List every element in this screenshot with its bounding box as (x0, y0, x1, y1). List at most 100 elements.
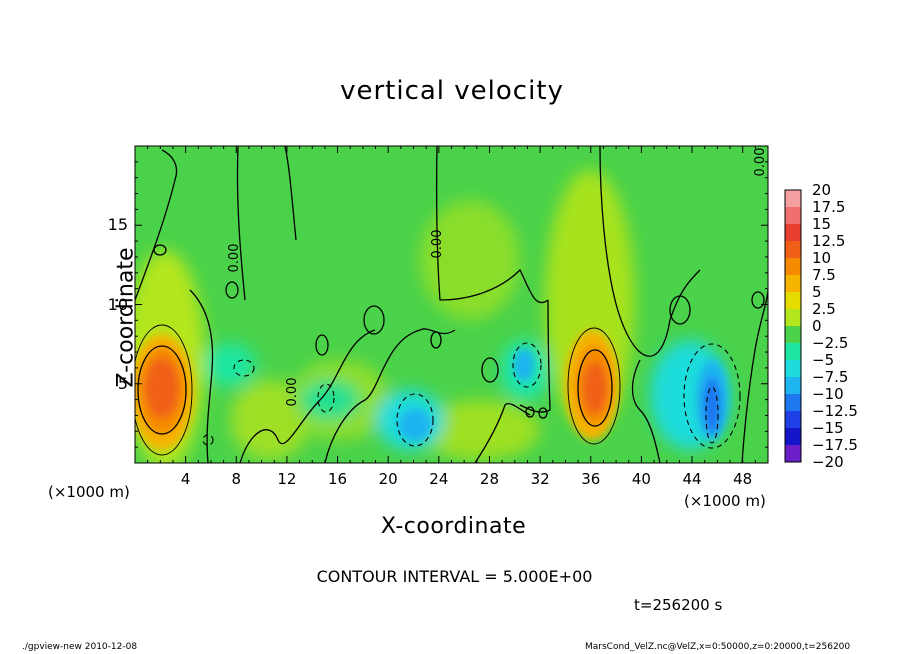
contour-loop (225, 281, 239, 299)
contour-line (631, 359, 661, 463)
x-tick-label: 44 (682, 470, 702, 488)
x-tick-label: 8 (231, 470, 242, 488)
colorbar-tick-label: 20 (812, 181, 832, 199)
colorbar-tick-label: −10 (812, 385, 844, 403)
x-unit-label-right: (×1000 m) (684, 492, 766, 510)
colorbar-swatch (785, 326, 801, 343)
updraft-core (583, 362, 607, 414)
y-tick-label: 10 (107, 294, 128, 314)
negative-contour (683, 343, 741, 449)
contour-labels: 0.00 0.00 0.00 0.00 (227, 148, 768, 407)
colorbar-tick-label: 0 (812, 317, 822, 335)
colorbar-tick-label: −15 (812, 419, 844, 437)
x-tick-label: 24 (429, 470, 449, 488)
contour-line (239, 329, 376, 463)
contour-lines (135, 146, 768, 463)
colorbar-tick-label: −2.5 (812, 334, 849, 352)
y-axis-ticks (135, 161, 768, 448)
contour-line (284, 146, 297, 241)
contour-loop (430, 331, 442, 349)
time-label: t=256200 s (634, 596, 723, 614)
negative-contour (705, 386, 719, 444)
colorbar-tick-label: 10 (812, 249, 832, 267)
x-tick-label: 32 (530, 470, 550, 488)
colorbar-tick-label: 5 (812, 283, 822, 301)
colorbar-swatch (785, 241, 801, 258)
colorbar-frame (784, 189, 802, 463)
contour-ring (577, 349, 613, 427)
contour-ring (135, 324, 193, 456)
chart-title: vertical velocity (340, 76, 564, 106)
contour-line (236, 146, 246, 301)
colorbar-tick-label: 7.5 (812, 266, 836, 284)
colorbar-tick-label: 15 (812, 215, 832, 233)
y-tick-label: 15 (107, 215, 128, 235)
x-tick-label: 48 (733, 470, 753, 488)
colorbar-swatch (785, 377, 801, 394)
field-patch (300, 380, 360, 420)
x-tick-label: 12 (277, 470, 297, 488)
x-tick-label: 4 (180, 470, 191, 488)
negative-contour (317, 383, 335, 413)
contour-ring (137, 345, 187, 435)
contour-label: 0.00 (227, 244, 242, 273)
footer-data-info: MarsCond_VelZ.nc@VelZ,x=0:50000,z=0:2000… (585, 642, 851, 652)
negative-contours (202, 342, 741, 449)
contour-loop (153, 244, 167, 256)
contour-label: 0.00 (285, 378, 300, 407)
field-patch (420, 200, 520, 320)
x-tick-label: 16 (328, 470, 348, 488)
contour-interval-label: CONTOUR INTERVAL = 5.000E+00 (316, 567, 593, 586)
colorbar-tick-label: −7.5 (812, 368, 849, 386)
colorbar-swatch (785, 411, 801, 428)
colorbar-swatch (785, 343, 801, 360)
contour-line (435, 146, 549, 304)
colorbar-swatch (785, 207, 801, 224)
y-axis-label: Z-coordinate (113, 247, 139, 388)
contour-line (324, 328, 456, 463)
colorbar-swatch (785, 190, 801, 207)
x-tick-label: 40 (631, 470, 651, 488)
colorbar-swatch (785, 224, 801, 241)
colorbar-tick-label: −12.5 (812, 402, 858, 420)
downdraft-core (399, 409, 431, 441)
contour-line (189, 289, 214, 463)
heatmap-field: 0.00 0.00 0.00 0.00 (135, 146, 768, 463)
x-axis-label: X-coordinate (380, 514, 527, 539)
colorbar-swatch (785, 292, 801, 309)
contour-line (474, 403, 531, 463)
updraft-core (145, 358, 179, 418)
colorbar-swatch (785, 445, 801, 462)
contour-ring (567, 327, 621, 445)
downdraft-core (514, 349, 534, 381)
colorbar-swatch (785, 360, 801, 377)
contour-loop (315, 334, 329, 356)
x-tick-label: 28 (479, 470, 500, 488)
colorbar-swatch (785, 394, 801, 411)
contour-loop (525, 406, 535, 418)
x-tick-label: 36 (581, 470, 601, 488)
colorbar-tick-label: −5 (812, 351, 835, 369)
colorbar-swatch (785, 309, 801, 326)
colorbar (784, 189, 802, 463)
contour-label: 0.00 (430, 230, 445, 259)
colorbar-tick-label: −20 (812, 453, 844, 471)
footer-program-info: ./gpview-new 2010-12-08 (22, 642, 138, 652)
colorbar-swatch (785, 275, 801, 292)
contour-loop (481, 357, 499, 383)
contour-line (135, 149, 178, 301)
contour-line (599, 146, 701, 357)
field-patch (204, 343, 256, 387)
negative-contour (512, 342, 542, 388)
colorbar-swatch (785, 428, 801, 445)
contour-label: 0.00 (753, 148, 768, 177)
x-unit-label-left: (×1000 m) (48, 483, 130, 501)
negative-contour (233, 359, 255, 377)
colorbar-swatch (785, 258, 801, 275)
contour-line (519, 299, 551, 413)
contour-loop (363, 305, 385, 335)
negative-contour (202, 434, 214, 446)
y-tick-label: 5 (117, 373, 128, 393)
contour-loop (751, 291, 765, 309)
